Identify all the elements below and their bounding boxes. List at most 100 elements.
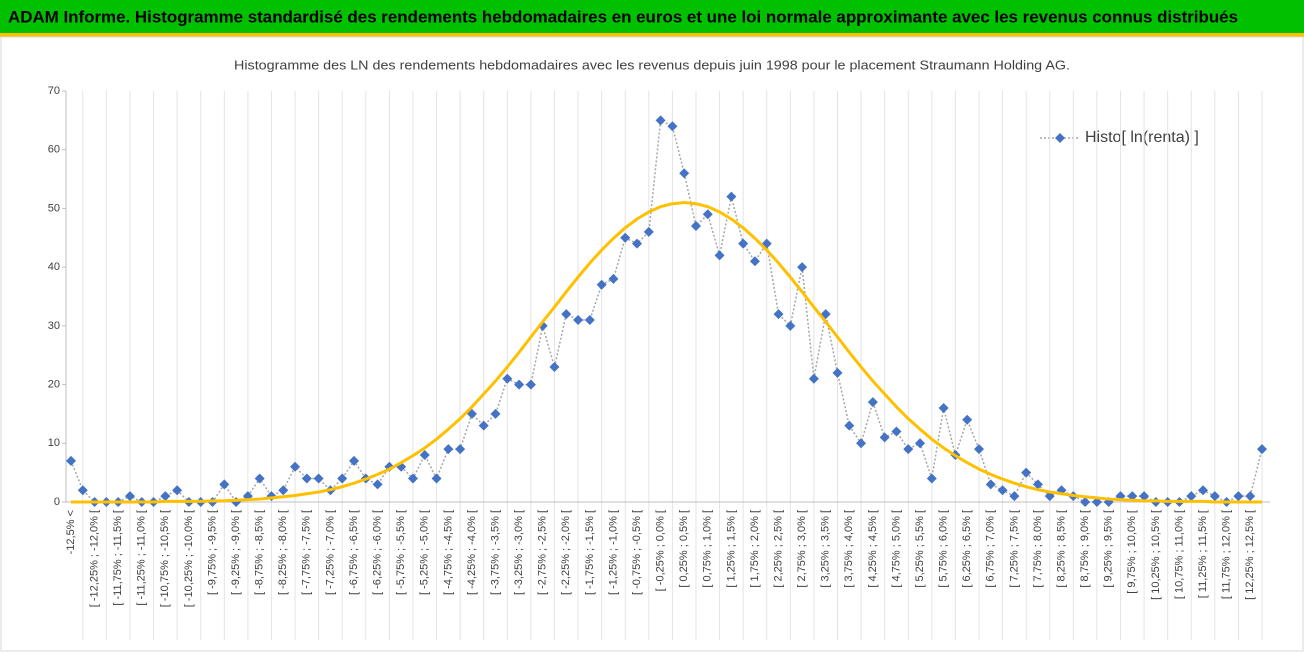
data-point <box>561 309 572 320</box>
x-tick-label: [ 7,25% ; 7,5% [ <box>1008 510 1020 588</box>
data-point <box>407 473 418 484</box>
data-point <box>702 209 713 220</box>
data-point <box>867 397 878 408</box>
data-point <box>160 491 171 502</box>
x-tick-label: [ 10,25% ; 10,5% [ <box>1150 510 1162 600</box>
data-point <box>172 485 183 496</box>
data-point <box>690 221 701 232</box>
header-bar <box>0 0 1304 33</box>
data-point <box>997 485 1008 496</box>
x-tick-label: [ -9,25% ; -9,0% [ <box>230 510 242 595</box>
data-point <box>290 461 301 472</box>
x-tick-label: -12,5% < <box>65 510 77 554</box>
normal-curve <box>71 201 1262 504</box>
data-point <box>879 432 890 443</box>
data-point <box>962 414 973 425</box>
data-point <box>596 279 607 290</box>
data-point <box>313 473 324 484</box>
data-point <box>832 367 843 378</box>
data-point <box>490 408 501 419</box>
y-tick-label: 40 <box>48 261 60 273</box>
page-title: ADAM Informe. Histogramme standardisé de… <box>8 7 1238 26</box>
x-tick-label: [ 7,75% ; 8,0% [ <box>1032 510 1044 588</box>
x-tick-label: [ -1,25% ; -1,0% [ <box>607 510 619 595</box>
data-point <box>973 444 984 455</box>
x-tick-label: [ -11,75% ; -11,5% [ <box>112 510 124 606</box>
data-point <box>219 479 230 490</box>
x-tick-label: [ 5,25% ; 5,5% [ <box>914 510 926 588</box>
data-point <box>301 473 312 484</box>
x-tick-label: [ -6,75% ; -6,5% [ <box>348 510 360 595</box>
x-tick-label: [ -3,25% ; -3,0% [ <box>513 510 525 595</box>
y-tick-label: 50 <box>48 202 60 214</box>
data-point <box>1021 467 1032 478</box>
legend-box <box>1000 112 1245 192</box>
x-tick-label: [ -5,75% ; -5,5% [ <box>395 510 407 595</box>
x-tick-label: [ -8,75% ; -8,5% [ <box>254 510 266 595</box>
data-point <box>808 373 819 384</box>
data-point <box>856 438 867 449</box>
data-point <box>419 450 430 461</box>
x-tick-label: [ -6,25% ; -6,0% [ <box>372 510 384 595</box>
data-point <box>915 438 926 449</box>
x-tick-label: [ 3,75% ; 4,0% [ <box>843 510 855 588</box>
x-tick-label: [ 0,75% ; 1,0% [ <box>702 510 714 588</box>
x-tick-label: [ -10,75% ; -10,5% [ <box>159 510 171 607</box>
x-tick-label: [ -7,75% ; -7,5% [ <box>301 510 313 595</box>
data-point <box>372 479 383 490</box>
x-tick-label: [ 12,25% ; 12,5% [ <box>1244 510 1256 600</box>
data-point <box>549 361 560 372</box>
x-tick-label: [ -8,25% ; -8,0% [ <box>277 510 289 595</box>
data-point <box>938 403 949 414</box>
data-point <box>514 379 525 390</box>
x-tick-label: [ 11,75% ; 12,0% [ <box>1221 510 1233 599</box>
x-tick-label: [ 2,75% ; 3,0% [ <box>796 510 808 588</box>
x-tick-label: [ -5,25% ; -5,0% [ <box>419 510 431 595</box>
x-tick-label: [ -7,25% ; -7,0% [ <box>324 510 336 595</box>
data-point <box>738 238 749 249</box>
data-point <box>1257 444 1267 455</box>
data-point <box>1245 491 1256 502</box>
x-tick-label: [ -2,25% ; -2,0% [ <box>560 510 572 595</box>
chart-frame <box>0 36 1304 652</box>
x-tick-label: [ 8,75% ; 9,0% [ <box>1079 510 1091 588</box>
data-point <box>620 232 631 243</box>
data-point <box>903 444 914 455</box>
data-point <box>1032 479 1043 490</box>
data-point <box>679 168 690 179</box>
data-point <box>337 473 348 484</box>
data-point <box>349 455 360 466</box>
x-tick-label: [ -11,25% ; -11,0% [ <box>136 510 148 606</box>
x-tick-label: [ -4,25% ; -4,0% [ <box>466 510 478 595</box>
data-point <box>985 479 996 490</box>
data-point <box>254 473 265 484</box>
chart-title: Histogramme des LN des rendements hebdom… <box>234 57 1070 72</box>
y-tick-label: 20 <box>48 378 60 390</box>
x-tick-label: [ -0,25% ; 0,0% [ <box>655 510 667 591</box>
data-point <box>1139 491 1150 502</box>
data-point <box>1209 491 1220 502</box>
data-point <box>1080 497 1091 507</box>
data-point <box>66 455 76 466</box>
x-tick-label: [ -4,75% ; -4,5% [ <box>442 510 454 595</box>
data-point <box>584 314 595 325</box>
data-point <box>726 191 737 202</box>
x-tick-label: [ -2,75% ; -2,5% [ <box>537 510 549 595</box>
x-tick-label: [ 1,75% ; 2,0% [ <box>749 510 761 588</box>
x-tick-label: [ 2,25% ; 2,5% [ <box>772 510 784 588</box>
y-tick-label: 10 <box>48 437 60 449</box>
data-point <box>926 473 937 484</box>
x-tick-label: [ 4,75% ; 5,0% [ <box>890 510 902 588</box>
x-tick-label: [ 5,75% ; 6,0% [ <box>938 510 950 588</box>
data-point <box>632 238 643 249</box>
data-point <box>773 309 784 320</box>
data-point <box>431 473 442 484</box>
data-point <box>749 256 760 267</box>
x-tick-label: [ 4,25% ; 4,5% [ <box>867 510 879 588</box>
x-tick-label: [ 10,75% ; 11,0% [ <box>1173 510 1185 599</box>
y-tick-label: 0 <box>54 496 60 508</box>
data-point <box>1233 491 1244 502</box>
data-point <box>714 250 725 261</box>
data-point <box>502 373 513 384</box>
